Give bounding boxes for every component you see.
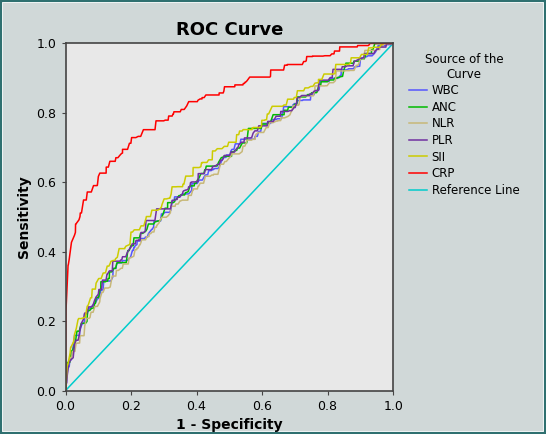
X-axis label: 1 - Specificity: 1 - Specificity bbox=[176, 418, 283, 432]
Legend: WBC, ANC, NLR, PLR, SII, CRP, Reference Line: WBC, ANC, NLR, PLR, SII, CRP, Reference … bbox=[406, 49, 523, 200]
Title: ROC Curve: ROC Curve bbox=[176, 21, 283, 39]
Y-axis label: Sensitivity: Sensitivity bbox=[17, 176, 31, 258]
